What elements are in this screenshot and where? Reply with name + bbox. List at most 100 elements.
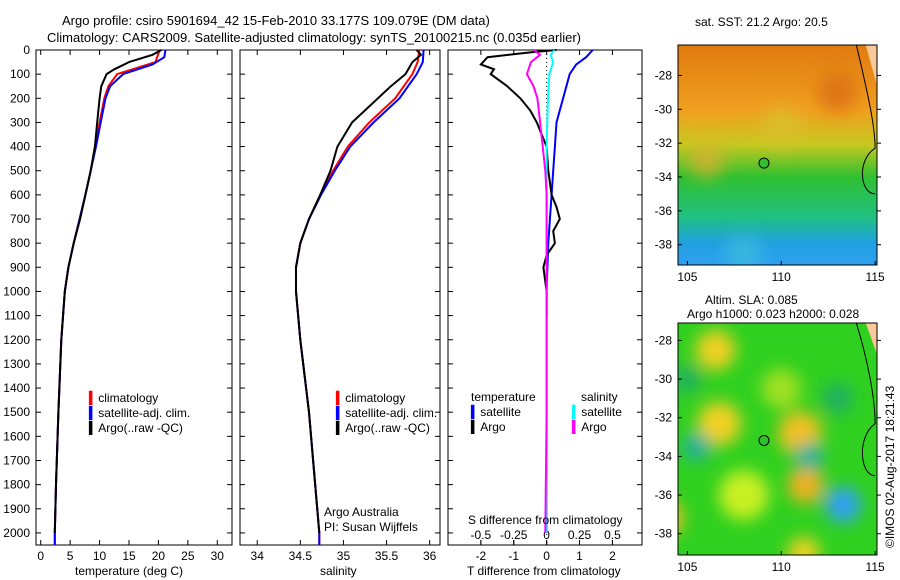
y-tick-label: 1500 [3, 405, 30, 419]
x2-tick-label: 0.5 [604, 528, 621, 542]
y-tick-label: 900 [10, 260, 30, 274]
sla-anomaly [821, 382, 854, 415]
temp-axis-label: temperature (deg C) [75, 564, 184, 578]
x-tick-label: 10 [93, 549, 107, 563]
x-tick-label: 35.5 [375, 549, 399, 563]
argo-position-marker [758, 434, 770, 446]
annotation-line-1: Argo Australia [324, 505, 399, 519]
x2-tick-label: 0 [543, 528, 550, 542]
x-tick-label: 30 [211, 549, 225, 563]
series-satellite-adj-clim- [53, 49, 167, 545]
lat-tick-label: -36 [655, 204, 673, 218]
lon-tick-label: 105 [677, 560, 697, 574]
x-tick-label: 35 [337, 549, 351, 563]
y-tick-label: 800 [10, 236, 30, 250]
x2-tick-label: 0.25 [568, 528, 592, 542]
legend-title: salinity [581, 390, 618, 404]
y-tick-label: 200 [10, 91, 30, 105]
lat-tick-label: -38 [655, 238, 673, 252]
argo-position-marker [758, 157, 770, 169]
y-tick-label: 1700 [3, 453, 30, 467]
sla-anomaly [787, 537, 820, 555]
series-t-satellite [545, 49, 594, 533]
lat-tick-label: -28 [655, 333, 673, 347]
sst-patch [725, 235, 762, 265]
series-s-argo [525, 49, 548, 533]
x-tick-label: 36 [423, 549, 437, 563]
t-diff-axis-label: T difference from climatology [467, 564, 621, 578]
sal-axis-label: salinity [320, 564, 357, 578]
x-tick-label: 2 [609, 549, 616, 563]
lat-tick-label: -38 [655, 527, 673, 541]
map-frame [677, 44, 878, 266]
lon-tick-label: 110 [772, 560, 791, 574]
series-climatology [53, 49, 161, 545]
y-tick-label: 600 [10, 188, 30, 202]
y-tick-label: 1900 [3, 502, 30, 516]
y-tick-label: 1600 [3, 429, 30, 443]
x-tick-label: 15 [122, 549, 136, 563]
sst-map: 105 110 115 -28 -30 -32 -34 -36 -38 [655, 44, 885, 284]
legend-satellite: satellite [581, 405, 622, 419]
lon-tick-label: 105 [677, 270, 697, 284]
lat-tick-label: -32 [655, 136, 673, 150]
sst-patch [688, 142, 725, 179]
legend-satellite: satellite-adj. clim. [345, 406, 438, 420]
annotation-line-2: PI: Susan Wijffels [324, 520, 418, 534]
title-line-1: Argo profile: csiro 5901694_42 15-Feb-20… [62, 13, 490, 28]
sla-anomaly [682, 432, 711, 461]
sla-anomaly [787, 467, 824, 504]
y-tick-label: 1800 [3, 478, 30, 492]
lat-tick-label: -30 [655, 102, 673, 116]
x-tick-label: 25 [181, 549, 195, 563]
plot-frame-temperature [35, 49, 233, 546]
sst-patch [817, 72, 858, 113]
x-tick-label: -1 [508, 549, 519, 563]
sla-anomaly [718, 470, 769, 521]
sla-anomaly [697, 401, 742, 446]
lon-tick-label: 115 [866, 560, 885, 574]
y-tick-label: 100 [10, 67, 30, 81]
map-frame [677, 322, 878, 556]
y-tick-label: 400 [10, 140, 30, 154]
lat-tick-label: -34 [655, 170, 673, 184]
land-australia [865, 45, 877, 86]
y-tick-label: 2000 [3, 526, 30, 540]
temp-diff-legend: temperature ▍satellite ▍Argo [471, 390, 536, 434]
sla-map: 105 110 115 -28 -30 -32 -34 -36 -38 [655, 322, 885, 574]
sal-legend: ▍climatology ▍satellite-adj. clim. ▍Argo… [336, 391, 438, 435]
y-tick-label: 1400 [3, 381, 30, 395]
series-argo-raw-qc- [295, 49, 423, 533]
x-tick-label: 5 [67, 549, 74, 563]
lat-tick-label: -28 [655, 68, 673, 82]
y-tick-label: 500 [10, 164, 30, 178]
x-tick-label: 34.5 [289, 549, 313, 563]
y-tick-label: 1100 [4, 309, 30, 323]
x-tick-label: 34 [251, 549, 265, 563]
lat-tick-label: -36 [655, 488, 673, 502]
y-tick-label: 700 [10, 212, 30, 226]
sla-anomaly [695, 330, 736, 371]
y-tick-label: 1000 [3, 284, 30, 298]
x-tick-label: -2 [476, 549, 487, 563]
land-australia [865, 323, 877, 355]
sla-anomaly [761, 368, 802, 409]
lon-tick-label: 115 [866, 270, 885, 284]
coastline-contour [855, 323, 876, 477]
y-tick-label: 300 [10, 115, 30, 129]
series-s-satellite [545, 49, 556, 533]
plot-frame-salinity [239, 49, 441, 546]
copyright-stamp: ©IMOS 02-Aug-2017 18:21:43 [883, 385, 897, 548]
y-tick-label: 1300 [3, 357, 30, 371]
x-tick-label: 0 [543, 549, 550, 563]
s-diff-axis-label: S difference from climatology [468, 513, 623, 527]
lat-tick-label: -32 [655, 411, 673, 425]
lat-tick-label: -34 [655, 449, 673, 463]
credit-annotation: Argo Australia PI: Susan Wijffels [324, 505, 418, 535]
series-satellite-adj-clim- [295, 49, 425, 545]
series-argo-raw-qc- [53, 49, 162, 533]
y-tick-label: 0 [23, 43, 30, 57]
sst-map-title: sat. SST: 21.2 Argo: 20.5 [695, 15, 828, 29]
